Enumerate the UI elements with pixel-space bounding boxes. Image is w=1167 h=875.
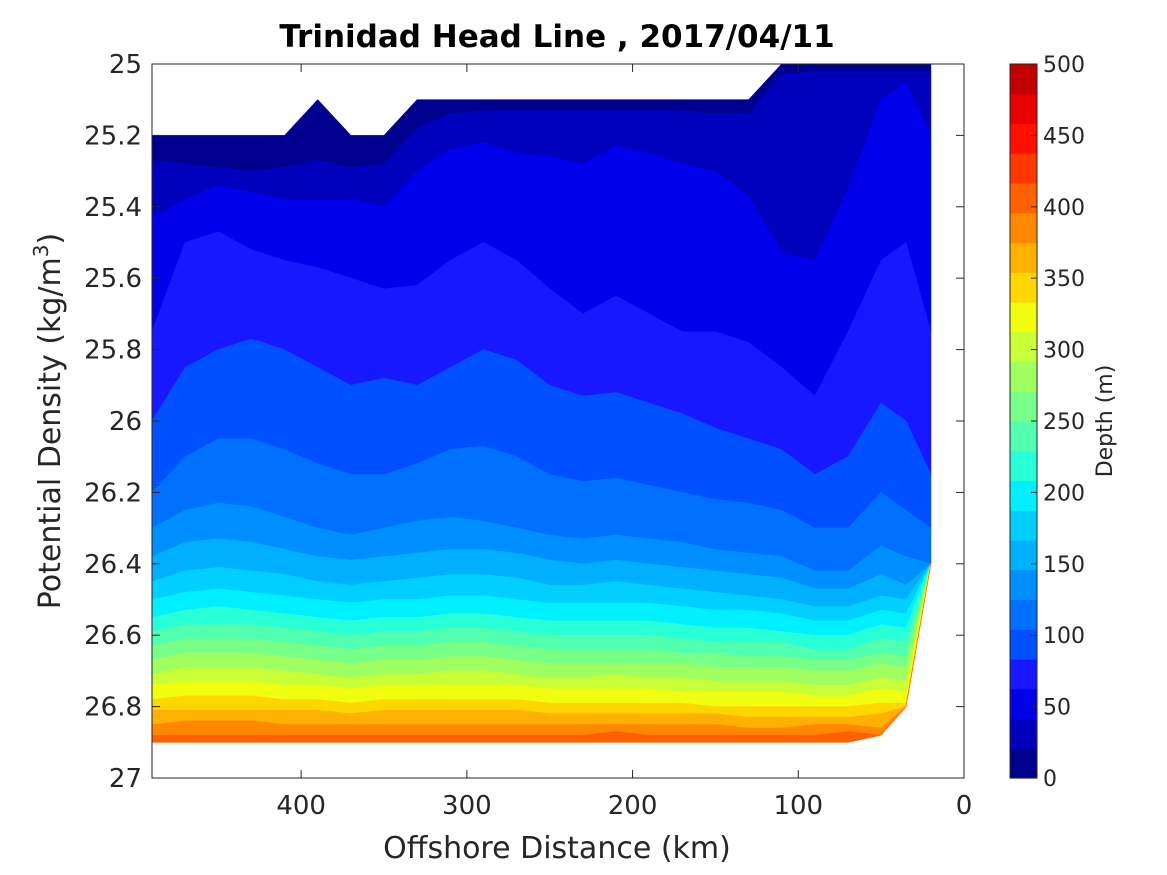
colorbar-tick-label: 300 [1043, 339, 1085, 364]
x-tick-label: 300 [442, 791, 492, 821]
colorbar-tick-label: 50 [1043, 696, 1071, 721]
colorbar-tick-label: 400 [1043, 196, 1085, 221]
colorbar-segment [1010, 64, 1037, 95]
colorbar-segment [1010, 391, 1037, 422]
y-axis-label-main: Potential Density (kg/m [33, 257, 68, 609]
contour-band [152, 563, 932, 743]
colorbar-tick-label: 450 [1043, 124, 1085, 149]
colorbar-segment [1010, 183, 1037, 214]
colorbar-segment [1010, 629, 1037, 660]
colorbar-segment [1010, 361, 1037, 392]
colorbar-segment [1010, 450, 1037, 482]
colorbar-tick-label: 350 [1043, 267, 1085, 292]
colorbar-segment [1010, 540, 1037, 571]
colorbar-tick-label: 200 [1043, 481, 1085, 506]
colorbar-segment [1010, 688, 1037, 720]
colorbar-segment [1010, 331, 1037, 363]
colorbar: 0 50 100 150 200 250 300 350 400 450 500 [1009, 53, 1085, 792]
colorbar-segment [1010, 599, 1037, 630]
x-tick-label: 200 [608, 791, 658, 821]
colorbar-tick-label: 0 [1043, 767, 1057, 792]
y-tick-label: 25.2 [84, 121, 142, 151]
colorbar-segment [1010, 718, 1037, 749]
x-tick-label: 100 [773, 791, 823, 821]
y-tick-label: 26.2 [84, 478, 142, 508]
y-axis-label: Potential Density (kg/m3) [29, 233, 68, 609]
colorbar-tick-label: 250 [1043, 410, 1085, 435]
y-tick-label: 26.6 [84, 621, 142, 651]
x-tick-label: 400 [276, 791, 326, 821]
y-tick-label: 25.8 [84, 336, 142, 366]
colorbar-segment [1010, 659, 1037, 690]
colorbar-segment [1010, 242, 1037, 273]
y-tick-label: 25 [109, 50, 142, 80]
colorbar-segment [1010, 212, 1037, 244]
y-tick-label: 26.4 [84, 550, 142, 580]
colorbar-segment [1010, 123, 1037, 154]
colorbar-segment [1010, 272, 1037, 303]
y-axis-label-superscript: 3 [29, 244, 53, 257]
y-tick-label: 26 [109, 407, 142, 437]
colorbar-tick-label: 150 [1043, 553, 1085, 578]
colorbar-segment [1010, 93, 1037, 125]
colorbar-tick-label: 100 [1043, 624, 1085, 649]
y-tick-label: 26.8 [84, 693, 142, 723]
colorbar-segment [1010, 302, 1037, 333]
colorbar-segment [1010, 748, 1037, 779]
y-axis-label-close: ) [33, 233, 68, 245]
axes: 400 300 200 100 0 25 25.2 25.4 25.6 25.8 26 26.2 26.… [84, 50, 972, 821]
y-tick-label: 25.4 [84, 193, 142, 223]
colorbar-tick-label: 500 [1043, 53, 1085, 78]
colorbar-segment [1010, 421, 1037, 452]
y-tick-label: 27 [109, 764, 142, 794]
colorbar-segment [1010, 569, 1037, 601]
y-tick-label: 25.6 [84, 264, 142, 294]
colorbar-label: Depth (m) [1093, 365, 1118, 478]
x-axis-label: Offshore Distance (km) [383, 831, 731, 866]
colorbar-segment [1010, 510, 1037, 541]
colorbar-segment [1010, 480, 1037, 511]
colorbar-segment [1010, 153, 1037, 184]
x-tick-label: 0 [956, 791, 973, 821]
contour-fill-layer [152, 64, 932, 743]
chart-title: Trinidad Head Line , 2017/04/11 [279, 19, 834, 55]
